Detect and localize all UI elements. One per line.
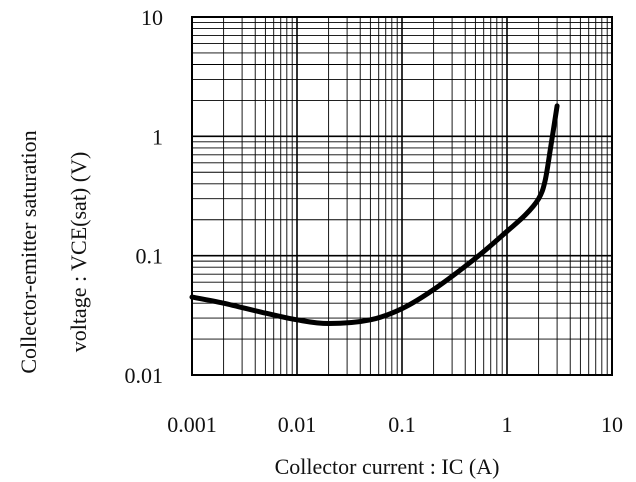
plot-frame [191, 16, 613, 376]
y-tick-label: 0.1 [136, 244, 164, 269]
x-axis-label: Collector current : IC (A) [275, 454, 500, 479]
major-gridlines [192, 17, 612, 375]
vce-sat-curve [189, 103, 560, 327]
y-tick-labels: 0.01 0.1 1 10 [125, 5, 164, 388]
x-tick-label: 0.001 [167, 412, 217, 437]
y-tick-label: 0.01 [125, 363, 164, 388]
y-tick-label: 10 [141, 5, 163, 30]
y-tick-label: 1 [152, 124, 163, 149]
x-tick-labels: 0.001 0.01 0.1 1 10 [167, 412, 623, 437]
y-axis-label-line-1: Collector-emitter saturation [16, 130, 41, 373]
x-tick-label: 0.1 [388, 412, 416, 437]
x-tick-label: 1 [502, 412, 513, 437]
x-tick-label: 10 [601, 412, 623, 437]
x-tick-label: 0.01 [278, 412, 317, 437]
y-axis-label-line-2: voltage : VCE(sat) (V) [66, 152, 91, 353]
